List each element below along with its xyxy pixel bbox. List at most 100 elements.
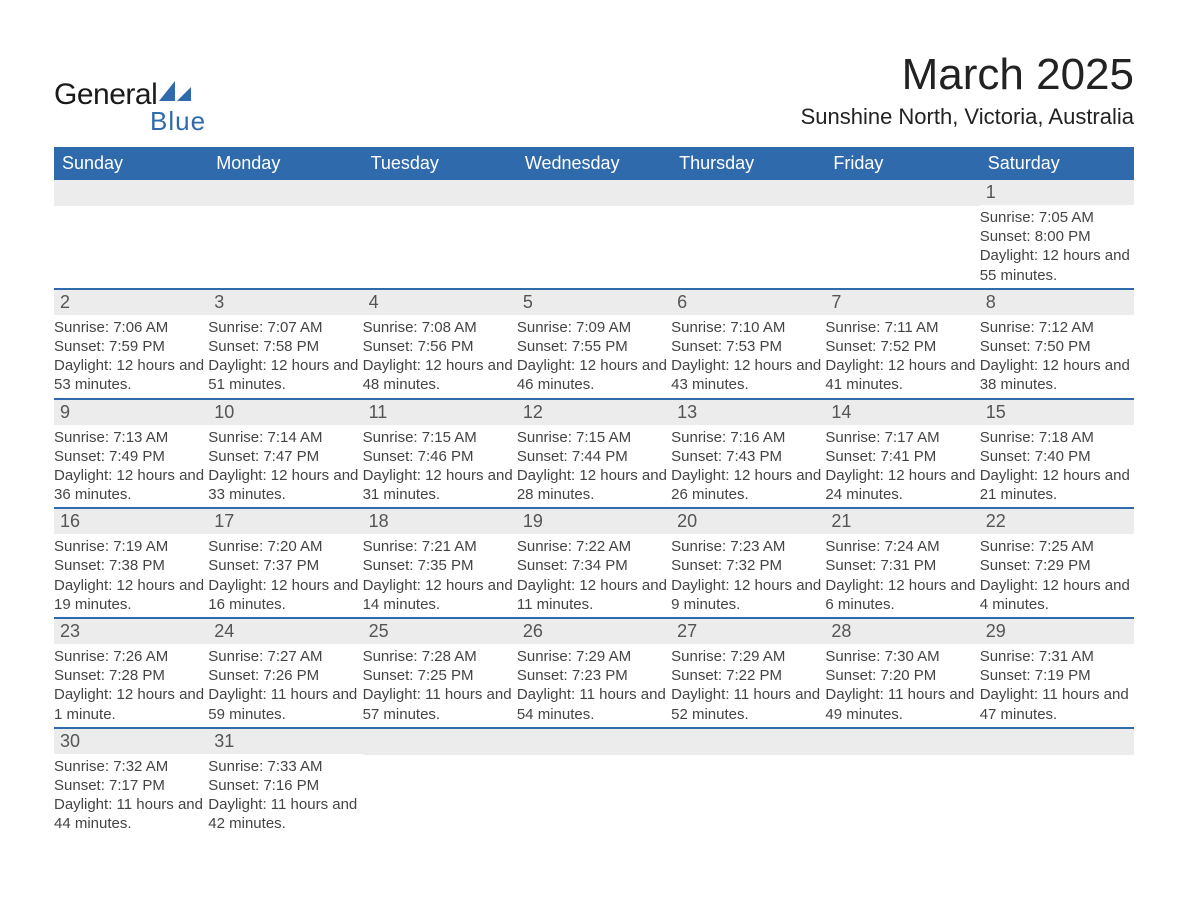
- day-cell: [825, 729, 979, 837]
- sunrise-text: Sunrise: 7:23 AM: [671, 537, 821, 556]
- day-body: Sunrise: 7:23 AMSunset: 7:32 PMDaylight:…: [671, 534, 825, 617]
- daylight-text: Daylight: 12 hours and 4 minutes.: [980, 576, 1130, 614]
- day-cell: 7Sunrise: 7:11 AMSunset: 7:52 PMDaylight…: [825, 290, 979, 398]
- sunrise-text: Sunrise: 7:19 AM: [54, 537, 204, 556]
- day-number: 3: [208, 290, 362, 315]
- daylight-text: Daylight: 12 hours and 9 minutes.: [671, 576, 821, 614]
- day-number: 14: [825, 400, 979, 425]
- daylight-text: Daylight: 12 hours and 14 minutes.: [363, 576, 513, 614]
- day-number: 30: [54, 729, 208, 754]
- day-cell: 10Sunrise: 7:14 AMSunset: 7:47 PMDayligh…: [208, 400, 362, 508]
- day-body: Sunrise: 7:22 AMSunset: 7:34 PMDaylight:…: [517, 534, 671, 617]
- day-num-empty: [671, 729, 825, 755]
- day-body: Sunrise: 7:13 AMSunset: 7:49 PMDaylight:…: [54, 425, 208, 508]
- day-number: 10: [208, 400, 362, 425]
- sunset-text: Sunset: 7:52 PM: [825, 337, 975, 356]
- day-body: Sunrise: 7:07 AMSunset: 7:58 PMDaylight:…: [208, 315, 362, 398]
- day-number: 15: [980, 400, 1134, 425]
- sunrise-text: Sunrise: 7:18 AM: [980, 428, 1130, 447]
- sunrise-text: Sunrise: 7:30 AM: [825, 647, 975, 666]
- day-number: 22: [980, 509, 1134, 534]
- day-body: Sunrise: 7:17 AMSunset: 7:41 PMDaylight:…: [825, 425, 979, 508]
- day-header: Tuesday: [363, 147, 517, 180]
- location-subtitle: Sunshine North, Victoria, Australia: [801, 104, 1134, 130]
- sunset-text: Sunset: 7:35 PM: [363, 556, 513, 575]
- daylight-text: Daylight: 11 hours and 52 minutes.: [671, 685, 821, 723]
- day-cell: 14Sunrise: 7:17 AMSunset: 7:41 PMDayligh…: [825, 400, 979, 508]
- day-number: 20: [671, 509, 825, 534]
- daylight-text: Daylight: 12 hours and 28 minutes.: [517, 466, 667, 504]
- day-cell: [54, 180, 208, 288]
- day-num-empty: [517, 729, 671, 755]
- day-cell: [363, 729, 517, 837]
- sunrise-text: Sunrise: 7:27 AM: [208, 647, 358, 666]
- daylight-text: Daylight: 11 hours and 44 minutes.: [54, 795, 204, 833]
- daylight-text: Daylight: 12 hours and 6 minutes.: [825, 576, 975, 614]
- day-header: Friday: [825, 147, 979, 180]
- sunset-text: Sunset: 8:00 PM: [980, 227, 1130, 246]
- day-cell: 31Sunrise: 7:33 AMSunset: 7:16 PMDayligh…: [208, 729, 362, 837]
- sunrise-text: Sunrise: 7:12 AM: [980, 318, 1130, 337]
- day-cell: 23Sunrise: 7:26 AMSunset: 7:28 PMDayligh…: [54, 619, 208, 727]
- sunset-text: Sunset: 7:19 PM: [980, 666, 1130, 685]
- day-body: Sunrise: 7:29 AMSunset: 7:23 PMDaylight:…: [517, 644, 671, 727]
- day-number: 7: [825, 290, 979, 315]
- day-body: Sunrise: 7:29 AMSunset: 7:22 PMDaylight:…: [671, 644, 825, 727]
- day-cell: 6Sunrise: 7:10 AMSunset: 7:53 PMDaylight…: [671, 290, 825, 398]
- day-number: 24: [208, 619, 362, 644]
- day-body: Sunrise: 7:14 AMSunset: 7:47 PMDaylight:…: [208, 425, 362, 508]
- day-number: 12: [517, 400, 671, 425]
- sunset-text: Sunset: 7:55 PM: [517, 337, 667, 356]
- day-body: Sunrise: 7:19 AMSunset: 7:38 PMDaylight:…: [54, 534, 208, 617]
- sunset-text: Sunset: 7:40 PM: [980, 447, 1130, 466]
- daylight-text: Daylight: 12 hours and 31 minutes.: [363, 466, 513, 504]
- daylight-text: Daylight: 12 hours and 24 minutes.: [825, 466, 975, 504]
- sunrise-text: Sunrise: 7:15 AM: [517, 428, 667, 447]
- logo-text-blue: Blue: [150, 106, 206, 137]
- sunset-text: Sunset: 7:31 PM: [825, 556, 975, 575]
- day-cell: [671, 180, 825, 288]
- sunrise-text: Sunrise: 7:06 AM: [54, 318, 204, 337]
- day-cell: 22 Sunrise: 7:25 AMSunset: 7:29 PMDayligh…: [980, 509, 1134, 617]
- day-body: Sunrise: 7:33 AMSunset: 7:16 PMDaylight:…: [208, 754, 362, 837]
- day-cell: 27Sunrise: 7:29 AMSunset: 7:22 PMDayligh…: [671, 619, 825, 727]
- day-num-empty: [671, 180, 825, 206]
- daylight-text: Daylight: 12 hours and 16 minutes.: [208, 576, 358, 614]
- day-cell: 2Sunrise: 7:06 AMSunset: 7:59 PMDaylight…: [54, 290, 208, 398]
- day-body: Sunrise: 7:15 AMSunset: 7:46 PMDaylight:…: [363, 425, 517, 508]
- logo-text-general: General: [54, 78, 157, 112]
- day-num-empty: [208, 180, 362, 206]
- daylight-text: Daylight: 12 hours and 36 minutes.: [54, 466, 204, 504]
- day-body: Sunrise: 7:08 AMSunset: 7:56 PMDaylight:…: [363, 315, 517, 398]
- day-header: Monday: [208, 147, 362, 180]
- day-number: 9: [54, 400, 208, 425]
- daylight-text: Daylight: 12 hours and 21 minutes.: [980, 466, 1130, 504]
- day-body: Sunrise: 7:06 AMSunset: 7:59 PMDaylight:…: [54, 315, 208, 398]
- day-body: Sunrise: 7:12 AMSunset: 7:50 PMDaylight:…: [980, 315, 1134, 398]
- day-body: Sunrise: 7:32 AMSunset: 7:17 PMDaylight:…: [54, 754, 208, 837]
- day-num-empty: [54, 180, 208, 206]
- sunset-text: Sunset: 7:50 PM: [980, 337, 1130, 356]
- day-cell: 9Sunrise: 7:13 AMSunset: 7:49 PMDaylight…: [54, 400, 208, 508]
- sunset-text: Sunset: 7:29 PM: [980, 556, 1130, 575]
- day-cell: 15Sunrise: 7:18 AMSunset: 7:40 PMDayligh…: [980, 400, 1134, 508]
- sunrise-text: Sunrise: 7:11 AM: [825, 318, 975, 337]
- sunrise-text: Sunrise: 7:29 AM: [671, 647, 821, 666]
- day-cell: 17Sunrise: 7:20 AMSunset: 7:37 PMDayligh…: [208, 509, 362, 617]
- daylight-text: Daylight: 11 hours and 57 minutes.: [363, 685, 513, 723]
- sunrise-text: Sunrise: 7:14 AM: [208, 428, 358, 447]
- day-body: Sunrise: 7:11 AMSunset: 7:52 PMDaylight:…: [825, 315, 979, 398]
- day-cell: [671, 729, 825, 837]
- day-body: Sunrise: 7:18 AMSunset: 7:40 PMDaylight:…: [980, 425, 1134, 508]
- sunrise-text: Sunrise: 7:31 AM: [980, 647, 1130, 666]
- day-number: 8: [980, 290, 1134, 315]
- day-body: Sunrise: 7:28 AMSunset: 7:25 PMDaylight:…: [363, 644, 517, 727]
- sunset-text: Sunset: 7:25 PM: [363, 666, 513, 685]
- day-body: Sunrise: 7:31 AMSunset: 7:19 PMDaylight:…: [980, 644, 1134, 727]
- day-num-empty: [980, 729, 1134, 755]
- daylight-text: Daylight: 11 hours and 54 minutes.: [517, 685, 667, 723]
- day-cell: [208, 180, 362, 288]
- sunrise-text: Sunrise: 7:25 AM: [980, 537, 1130, 556]
- day-num-empty: [363, 729, 517, 755]
- day-num-empty: [517, 180, 671, 206]
